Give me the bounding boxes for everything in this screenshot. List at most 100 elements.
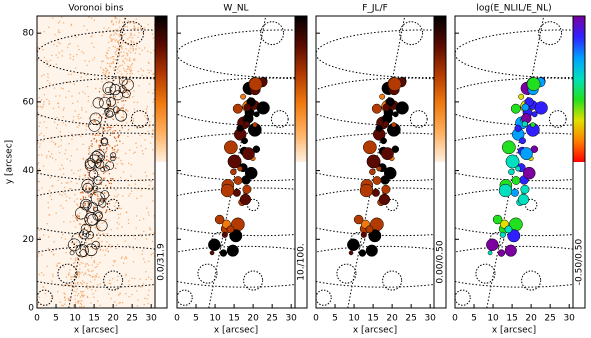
speckle — [109, 186, 112, 188]
speckle — [61, 87, 63, 89]
speckle — [72, 55, 75, 58]
speckle — [147, 130, 149, 133]
speckle — [143, 303, 145, 306]
plot-area — [316, 16, 434, 308]
speckle — [129, 73, 131, 75]
speckle — [38, 96, 40, 99]
bin — [369, 168, 376, 176]
speckle — [101, 60, 103, 63]
bin — [520, 147, 533, 161]
speckle — [97, 131, 100, 133]
speckle — [103, 96, 105, 98]
speckle — [130, 42, 133, 44]
speckle — [112, 158, 114, 161]
speckle — [86, 190, 88, 192]
colorbar-label: 0.00/0.50 — [436, 240, 446, 283]
speckle — [118, 223, 120, 225]
speckle — [98, 150, 100, 153]
speckle — [120, 176, 122, 179]
speckle — [117, 48, 119, 50]
speckle — [122, 60, 124, 62]
speckle — [132, 261, 135, 263]
speckle — [116, 110, 118, 113]
speckle — [99, 166, 101, 168]
speckle — [91, 286, 93, 288]
speckle — [96, 152, 98, 155]
bin — [112, 106, 120, 114]
speckle — [65, 200, 67, 202]
speckle — [130, 175, 132, 177]
speckle — [114, 113, 116, 115]
speckle — [114, 46, 116, 48]
bin — [91, 191, 106, 206]
speckle — [79, 175, 81, 178]
speckle — [87, 296, 89, 299]
speckle — [47, 76, 49, 78]
speckle — [61, 164, 63, 167]
speckle — [137, 299, 139, 301]
speckle — [128, 162, 130, 165]
speckle — [106, 247, 108, 249]
speckle — [106, 202, 108, 204]
speckle — [51, 296, 54, 298]
speckle — [95, 227, 97, 229]
speckle — [75, 36, 77, 38]
speckle — [101, 211, 103, 213]
speckle — [119, 292, 121, 295]
speckle — [109, 161, 111, 163]
speckle — [52, 273, 54, 276]
speckle — [107, 143, 109, 146]
speckle — [106, 70, 108, 72]
speckle — [64, 284, 67, 286]
slit-line — [68, 16, 127, 308]
speckle — [76, 294, 79, 297]
y-tick-label: 40 — [23, 166, 35, 176]
bin — [110, 155, 116, 162]
speckle — [95, 123, 98, 125]
speckle — [95, 141, 98, 143]
speckle — [70, 169, 73, 171]
bin — [112, 90, 123, 101]
speckle — [131, 45, 134, 48]
speckle — [84, 254, 87, 256]
speckle — [94, 276, 96, 278]
speckle — [37, 162, 40, 164]
speckle — [105, 143, 107, 146]
speckle — [78, 92, 81, 94]
speckle — [83, 174, 85, 176]
speckle — [59, 42, 61, 45]
speckle — [110, 246, 112, 248]
speckle — [69, 42, 71, 45]
speckle — [72, 119, 75, 121]
speckle — [76, 219, 78, 222]
speckle — [128, 280, 130, 282]
speckle — [142, 132, 145, 134]
speckle — [126, 59, 128, 61]
speckle — [86, 228, 88, 231]
bin — [519, 137, 526, 145]
speckle — [97, 232, 100, 234]
speckle — [105, 117, 108, 120]
speckle — [126, 91, 128, 94]
speckle — [99, 283, 102, 285]
speckle — [110, 282, 112, 285]
speckle — [116, 68, 119, 70]
speckle — [85, 183, 87, 185]
speckle — [117, 98, 119, 101]
speckle — [71, 248, 73, 251]
speckle — [78, 217, 81, 220]
speckle — [129, 57, 131, 59]
speckle — [77, 45, 79, 47]
bin — [510, 188, 519, 197]
speckle — [79, 268, 81, 270]
speckle — [99, 249, 101, 251]
speckle — [76, 126, 78, 128]
speckle — [121, 73, 123, 75]
speckle — [39, 143, 41, 145]
speckle — [62, 167, 65, 170]
speckle — [104, 94, 107, 96]
speckle — [112, 178, 114, 180]
speckle — [109, 134, 111, 136]
speckle — [55, 54, 57, 56]
speckle — [137, 178, 139, 181]
